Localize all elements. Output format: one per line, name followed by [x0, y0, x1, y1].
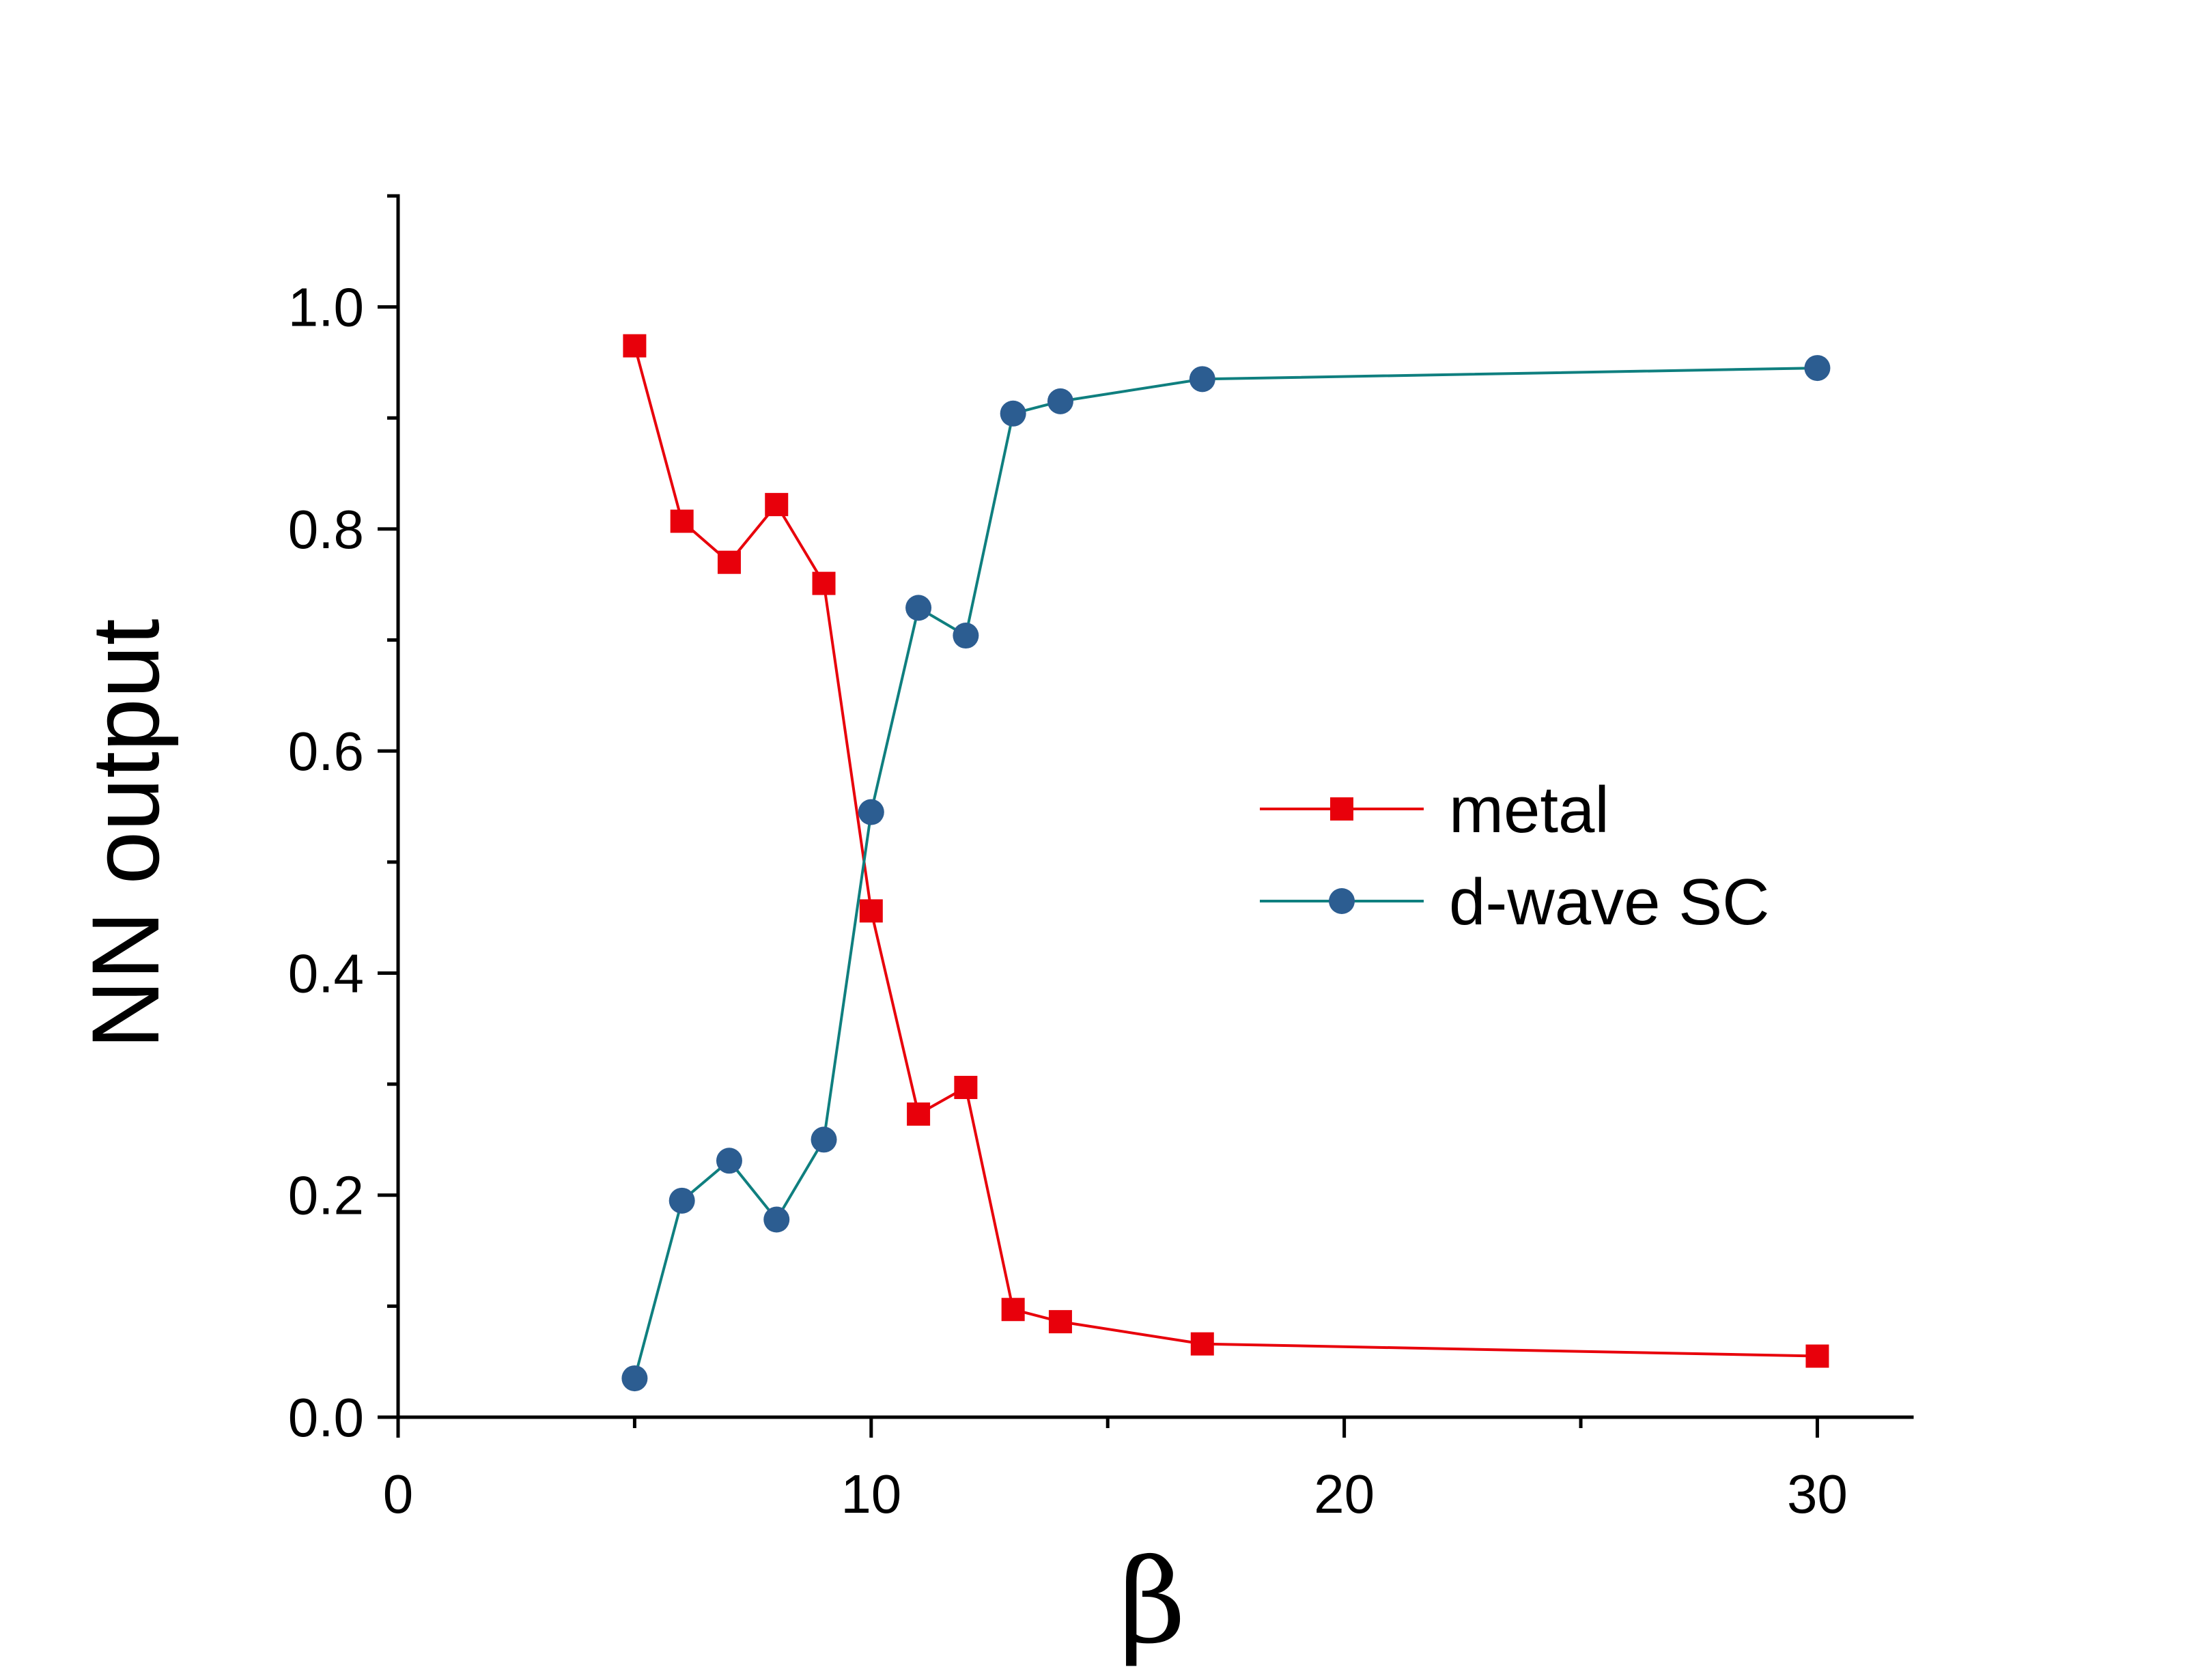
x-tick-label: 20 — [1314, 1464, 1375, 1524]
data-point-circle — [763, 1206, 790, 1233]
x-tick-label: 30 — [1787, 1464, 1848, 1524]
data-point-circle — [716, 1148, 742, 1174]
data-point-square — [812, 571, 836, 595]
series-metal — [623, 334, 1829, 1368]
y-tick-label: 0.4 — [288, 943, 364, 1003]
data-point-square — [1190, 1332, 1214, 1356]
x-axis-title: β — [1118, 1535, 1185, 1670]
data-point-circle — [905, 595, 932, 621]
legend: metal d-wave SC — [1260, 773, 1770, 939]
y-tick-label: 0.8 — [288, 499, 364, 560]
legend-marker-circle — [1329, 888, 1355, 914]
data-point-circle — [811, 1126, 837, 1153]
data-point-circle — [1047, 388, 1073, 414]
data-point-circle — [953, 623, 979, 649]
legend-label: d-wave SC — [1449, 866, 1770, 939]
data-point-square — [717, 550, 741, 574]
data-point-square — [670, 509, 694, 533]
data-point-square — [954, 1075, 978, 1099]
series-layer — [621, 334, 1831, 1392]
data-point-circle — [668, 1187, 695, 1214]
x-tick-label: 0 — [383, 1464, 414, 1524]
x-tick-label: 10 — [841, 1464, 901, 1524]
data-point-square — [1001, 1298, 1025, 1322]
y-tick-label: 1.0 — [288, 277, 364, 338]
axes: 0 10 20 30 0.0 0.2 0.4 0.6 0.8 1.0 — [288, 194, 1914, 1524]
legend-marker-square — [1330, 797, 1353, 821]
legend-entry: metal — [1260, 773, 1609, 846]
legend-entry: d-wave SC — [1260, 866, 1770, 939]
data-point-square — [859, 899, 883, 923]
data-point-circle — [858, 799, 884, 825]
y-axis-title: NN output — [72, 618, 179, 1049]
legend-label: metal — [1449, 773, 1609, 846]
y-tick-label: 0.6 — [288, 721, 364, 782]
data-point-square — [623, 334, 647, 358]
y-tick-label: 0.2 — [288, 1165, 364, 1226]
data-point-circle — [1000, 400, 1026, 427]
data-point-circle — [1189, 366, 1215, 393]
data-point-circle — [1804, 355, 1831, 382]
y-tick-label: 0.0 — [288, 1387, 364, 1448]
data-point-square — [1048, 1310, 1072, 1334]
series-d-wave-sc — [621, 355, 1831, 1392]
data-point-circle — [621, 1365, 648, 1392]
data-point-square — [765, 493, 789, 517]
data-point-square — [1805, 1344, 1829, 1368]
data-point-square — [907, 1102, 931, 1126]
